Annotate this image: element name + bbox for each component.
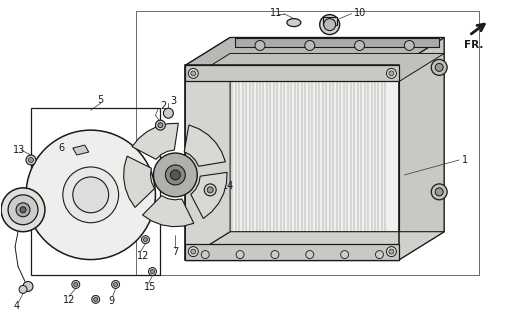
- Circle shape: [20, 207, 26, 213]
- Text: 2: 2: [161, 101, 167, 111]
- Circle shape: [271, 251, 279, 259]
- Circle shape: [324, 19, 336, 31]
- Bar: [135, 11, 479, 275]
- Text: 10: 10: [354, 8, 366, 18]
- Polygon shape: [132, 123, 178, 159]
- Circle shape: [92, 295, 100, 303]
- Bar: [185, 65, 399, 260]
- Text: 11: 11: [270, 8, 282, 18]
- Circle shape: [188, 68, 198, 78]
- Circle shape: [163, 108, 174, 118]
- Circle shape: [188, 247, 198, 257]
- Circle shape: [386, 247, 397, 257]
- Polygon shape: [185, 232, 444, 260]
- Circle shape: [23, 282, 33, 292]
- Text: 9: 9: [109, 296, 115, 306]
- Circle shape: [435, 188, 443, 196]
- Text: 5: 5: [97, 95, 103, 105]
- Circle shape: [389, 71, 394, 76]
- Circle shape: [156, 120, 165, 130]
- Circle shape: [150, 269, 154, 274]
- Circle shape: [8, 195, 38, 225]
- Circle shape: [73, 177, 109, 213]
- Text: 1: 1: [462, 155, 468, 165]
- Circle shape: [63, 167, 118, 223]
- Circle shape: [255, 41, 265, 51]
- Text: 7: 7: [173, 247, 179, 257]
- Circle shape: [306, 251, 314, 259]
- Text: 4: 4: [13, 301, 19, 311]
- Circle shape: [435, 63, 443, 71]
- Text: 8: 8: [1, 202, 7, 212]
- Polygon shape: [185, 37, 444, 65]
- Bar: [323, 17, 337, 25]
- Circle shape: [112, 280, 119, 288]
- Circle shape: [114, 283, 117, 286]
- Circle shape: [320, 15, 339, 35]
- Circle shape: [431, 60, 447, 76]
- Text: 6: 6: [59, 143, 65, 153]
- Circle shape: [165, 165, 185, 185]
- Text: 15: 15: [144, 283, 156, 292]
- Polygon shape: [185, 65, 399, 260]
- Circle shape: [170, 170, 180, 180]
- Polygon shape: [191, 172, 227, 219]
- Circle shape: [207, 187, 213, 193]
- Polygon shape: [184, 125, 226, 166]
- Bar: [185, 65, 399, 81]
- Circle shape: [19, 285, 27, 293]
- Bar: [31, 108, 161, 276]
- Circle shape: [201, 251, 209, 259]
- Text: 12: 12: [63, 295, 75, 305]
- Circle shape: [26, 155, 36, 165]
- Circle shape: [153, 153, 197, 197]
- Polygon shape: [124, 156, 154, 207]
- Polygon shape: [73, 145, 89, 155]
- Circle shape: [431, 184, 447, 200]
- Circle shape: [158, 123, 163, 128]
- Polygon shape: [235, 37, 439, 47]
- Circle shape: [340, 251, 349, 259]
- Circle shape: [16, 203, 30, 217]
- Polygon shape: [185, 37, 444, 65]
- Circle shape: [28, 157, 33, 163]
- Text: FR.: FR.: [464, 41, 484, 51]
- Circle shape: [144, 238, 147, 242]
- Circle shape: [375, 251, 384, 259]
- Circle shape: [72, 280, 80, 288]
- Circle shape: [354, 41, 365, 51]
- Circle shape: [389, 249, 394, 254]
- Bar: [185, 244, 399, 260]
- Text: 13: 13: [13, 145, 25, 155]
- Polygon shape: [185, 37, 230, 260]
- Polygon shape: [143, 196, 194, 227]
- Circle shape: [386, 68, 397, 78]
- Circle shape: [236, 251, 244, 259]
- Circle shape: [191, 71, 196, 76]
- Circle shape: [148, 268, 157, 276]
- Circle shape: [305, 41, 315, 51]
- Circle shape: [74, 283, 78, 286]
- Circle shape: [191, 249, 196, 254]
- Circle shape: [26, 130, 156, 260]
- Circle shape: [142, 236, 149, 244]
- Circle shape: [1, 188, 45, 232]
- Text: 3: 3: [170, 96, 177, 106]
- Circle shape: [94, 297, 98, 301]
- Polygon shape: [185, 53, 444, 81]
- Circle shape: [204, 184, 216, 196]
- Text: 14: 14: [222, 181, 234, 191]
- Polygon shape: [399, 37, 444, 260]
- Circle shape: [404, 41, 414, 51]
- Text: 12: 12: [136, 251, 149, 260]
- Ellipse shape: [287, 19, 301, 27]
